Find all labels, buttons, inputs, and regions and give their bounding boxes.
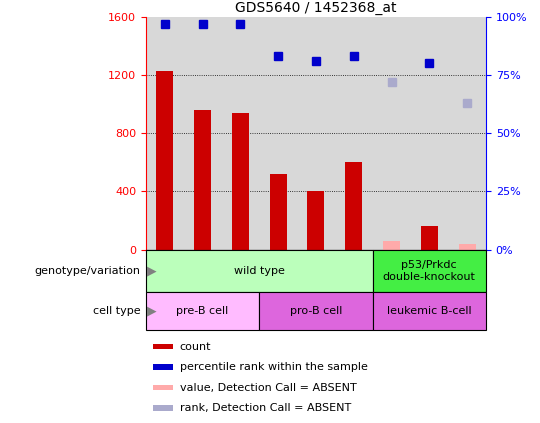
Bar bbox=[153, 364, 173, 370]
Text: pre-B cell: pre-B cell bbox=[177, 306, 228, 316]
Bar bbox=[383, 241, 400, 250]
Bar bbox=[153, 344, 173, 349]
Bar bbox=[184, 17, 221, 250]
Bar bbox=[153, 385, 173, 390]
Text: leukemic B-cell: leukemic B-cell bbox=[387, 306, 471, 316]
Bar bbox=[458, 244, 476, 250]
Text: ▶: ▶ bbox=[143, 264, 157, 277]
Text: percentile rank within the sample: percentile rank within the sample bbox=[180, 362, 368, 372]
Bar bbox=[373, 17, 410, 250]
Bar bbox=[146, 292, 259, 330]
Bar bbox=[146, 250, 373, 292]
Bar bbox=[335, 17, 373, 250]
Bar bbox=[421, 226, 438, 250]
Text: value, Detection Call = ABSENT: value, Detection Call = ABSENT bbox=[180, 383, 356, 393]
Bar bbox=[297, 17, 335, 250]
Text: genotype/variation: genotype/variation bbox=[35, 266, 140, 276]
Text: rank, Detection Call = ABSENT: rank, Detection Call = ABSENT bbox=[180, 403, 351, 413]
Text: count: count bbox=[180, 342, 211, 352]
Bar bbox=[194, 110, 211, 250]
Bar bbox=[373, 292, 486, 330]
Bar bbox=[221, 17, 259, 250]
Title: GDS5640 / 1452368_at: GDS5640 / 1452368_at bbox=[235, 0, 397, 14]
Bar bbox=[269, 174, 287, 250]
Bar bbox=[232, 113, 249, 250]
Bar bbox=[259, 17, 297, 250]
Bar bbox=[373, 250, 486, 292]
Bar bbox=[410, 17, 448, 250]
Bar bbox=[153, 405, 173, 411]
Bar bbox=[307, 192, 325, 250]
Bar bbox=[259, 292, 373, 330]
Text: wild type: wild type bbox=[234, 266, 285, 276]
Bar bbox=[156, 71, 173, 250]
Text: ▶: ▶ bbox=[143, 305, 157, 317]
Bar bbox=[146, 17, 184, 250]
Text: pro-B cell: pro-B cell bbox=[290, 306, 342, 316]
Text: p53/Prkdc
double-knockout: p53/Prkdc double-knockout bbox=[383, 260, 476, 282]
Text: cell type: cell type bbox=[93, 306, 140, 316]
Bar bbox=[448, 17, 486, 250]
Bar bbox=[345, 162, 362, 250]
